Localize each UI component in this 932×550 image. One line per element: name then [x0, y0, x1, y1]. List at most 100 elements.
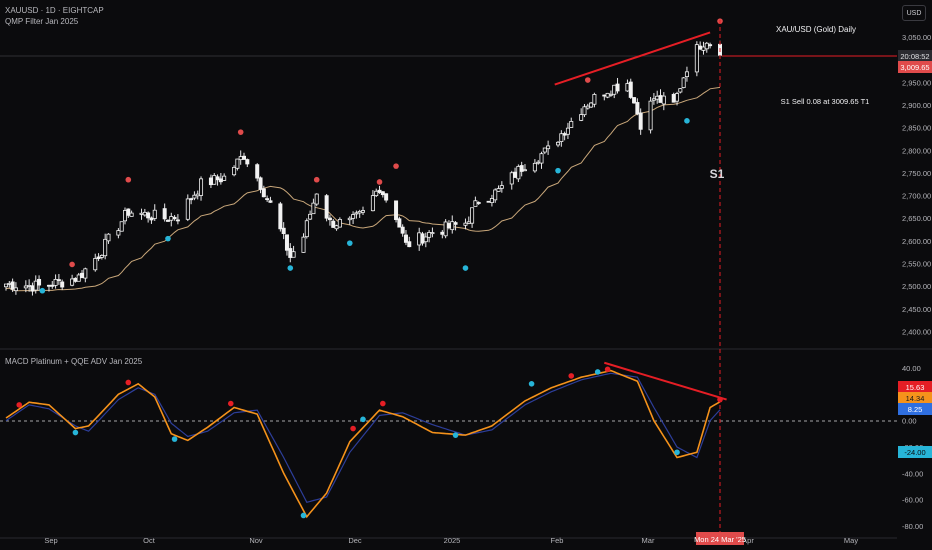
- candle-body: [635, 102, 640, 115]
- candle-body: [123, 210, 128, 222]
- candle-body: [347, 217, 352, 221]
- candle-body: [13, 287, 18, 292]
- last-price-tag: 3,009.65: [898, 61, 932, 73]
- indicator-label-macd: MACD Platinum + QQE ADV Jan 2025: [5, 357, 143, 366]
- time-axis-tick: Nov: [249, 536, 263, 545]
- candle-body: [152, 209, 157, 219]
- macd-blue-tag-bg: [898, 403, 932, 415]
- candle-body: [189, 198, 194, 201]
- candle-body: [384, 193, 389, 201]
- macd-buy-dot: [674, 449, 680, 456]
- candle-body: [327, 217, 332, 221]
- candle-body: [23, 285, 28, 289]
- candle-body: [427, 232, 432, 238]
- candle-body: [608, 93, 613, 96]
- macd-orange-tag-bg: [898, 392, 932, 404]
- candle-body: [579, 114, 584, 121]
- candle-body: [377, 189, 382, 193]
- price-axis-tick: 3,050.00: [902, 33, 931, 42]
- candle-body: [241, 155, 246, 160]
- candle-body: [704, 42, 709, 50]
- candle-body: [638, 112, 643, 130]
- currency-button[interactable]: USD: [902, 5, 926, 21]
- candle-body: [278, 203, 283, 230]
- candle-body: [632, 97, 637, 104]
- macd-red-tag-bg: [898, 381, 932, 393]
- candle-body: [675, 93, 680, 102]
- candle-body: [27, 285, 32, 287]
- candle-body: [99, 255, 104, 258]
- macd-blue-tag: 8.25: [898, 403, 932, 415]
- candle-body: [556, 141, 561, 146]
- candle-body: [83, 268, 88, 279]
- candle-body: [357, 210, 362, 214]
- candle-body: [694, 44, 699, 73]
- candle-body: [486, 200, 491, 203]
- macd-buy-dot: [171, 436, 178, 442]
- candle-body: [129, 212, 134, 217]
- candle-body: [489, 198, 494, 204]
- price-axis-tick: 2,400.00: [902, 328, 931, 337]
- macd-red-tag: 15.63: [898, 381, 932, 393]
- s1-marker-label: S1: [710, 167, 725, 181]
- candle-body: [96, 256, 101, 259]
- macd-buy-dot: [594, 369, 601, 375]
- macd-cyan-tag: -24.00: [898, 446, 932, 458]
- candle-body: [684, 71, 689, 78]
- candle-body: [403, 234, 408, 243]
- macd-orange-tag-text: 14.34: [906, 394, 925, 403]
- candle-body: [149, 217, 154, 221]
- buy-signal-dot: [287, 265, 294, 271]
- macd-axis-tick: -40.00: [902, 469, 923, 478]
- candle-body: [400, 226, 405, 234]
- candle-body: [288, 248, 293, 258]
- candle-body: [539, 153, 544, 164]
- candle-body: [394, 200, 399, 220]
- candle-body: [678, 88, 683, 93]
- sell-signal-dot: [584, 77, 591, 83]
- candle-body: [162, 208, 167, 220]
- candle-body: [582, 106, 587, 116]
- chart-title-annotation: XAU/USD (Gold) Daily: [776, 25, 856, 34]
- candle-body: [708, 44, 713, 47]
- candle-body: [516, 166, 521, 180]
- macd-layer: [5, 361, 727, 519]
- macd-trendline: [604, 361, 727, 401]
- candle-body: [519, 165, 524, 172]
- candle-body: [628, 81, 633, 98]
- candle-body: [450, 221, 455, 231]
- macd-sell-dot: [16, 402, 23, 408]
- candle-body: [314, 193, 319, 205]
- macd-axis-tick: 0.00: [902, 417, 917, 426]
- macd-sell-dot: [350, 425, 356, 432]
- candle-body: [354, 212, 359, 215]
- candle-body: [651, 98, 656, 101]
- candle-body: [165, 220, 170, 222]
- candle-body: [463, 222, 468, 226]
- candle-body: [655, 95, 660, 100]
- candle-body: [681, 77, 686, 88]
- buy-signal-dot: [555, 167, 561, 174]
- candle-body: [245, 159, 250, 165]
- macd-buy-dot: [360, 416, 366, 423]
- candle-body: [374, 190, 379, 197]
- time-axis-tick: Mar: [642, 536, 655, 545]
- candle-body: [50, 284, 55, 287]
- price-axis-tick: 2,500.00: [902, 282, 931, 291]
- candle-body: [417, 232, 422, 246]
- candle-body: [569, 121, 574, 128]
- price-axis-tick: 2,550.00: [902, 260, 931, 269]
- candle-body: [192, 194, 197, 199]
- signals-layer: [39, 18, 723, 294]
- countdown-tag-bg: [898, 50, 932, 62]
- candle-body: [199, 178, 204, 196]
- candle-body: [106, 233, 111, 242]
- candle-body: [284, 234, 289, 251]
- candle-body: [470, 207, 475, 224]
- time-axis-tick: Sep: [44, 536, 57, 545]
- macd-sell-dot: [125, 379, 132, 386]
- candle-body: [542, 147, 547, 153]
- signal-line: [5, 372, 721, 504]
- overlay-layer: XAU/USD (Gold) Daily S1 Sell 0.08 at 3009…: [710, 20, 897, 538]
